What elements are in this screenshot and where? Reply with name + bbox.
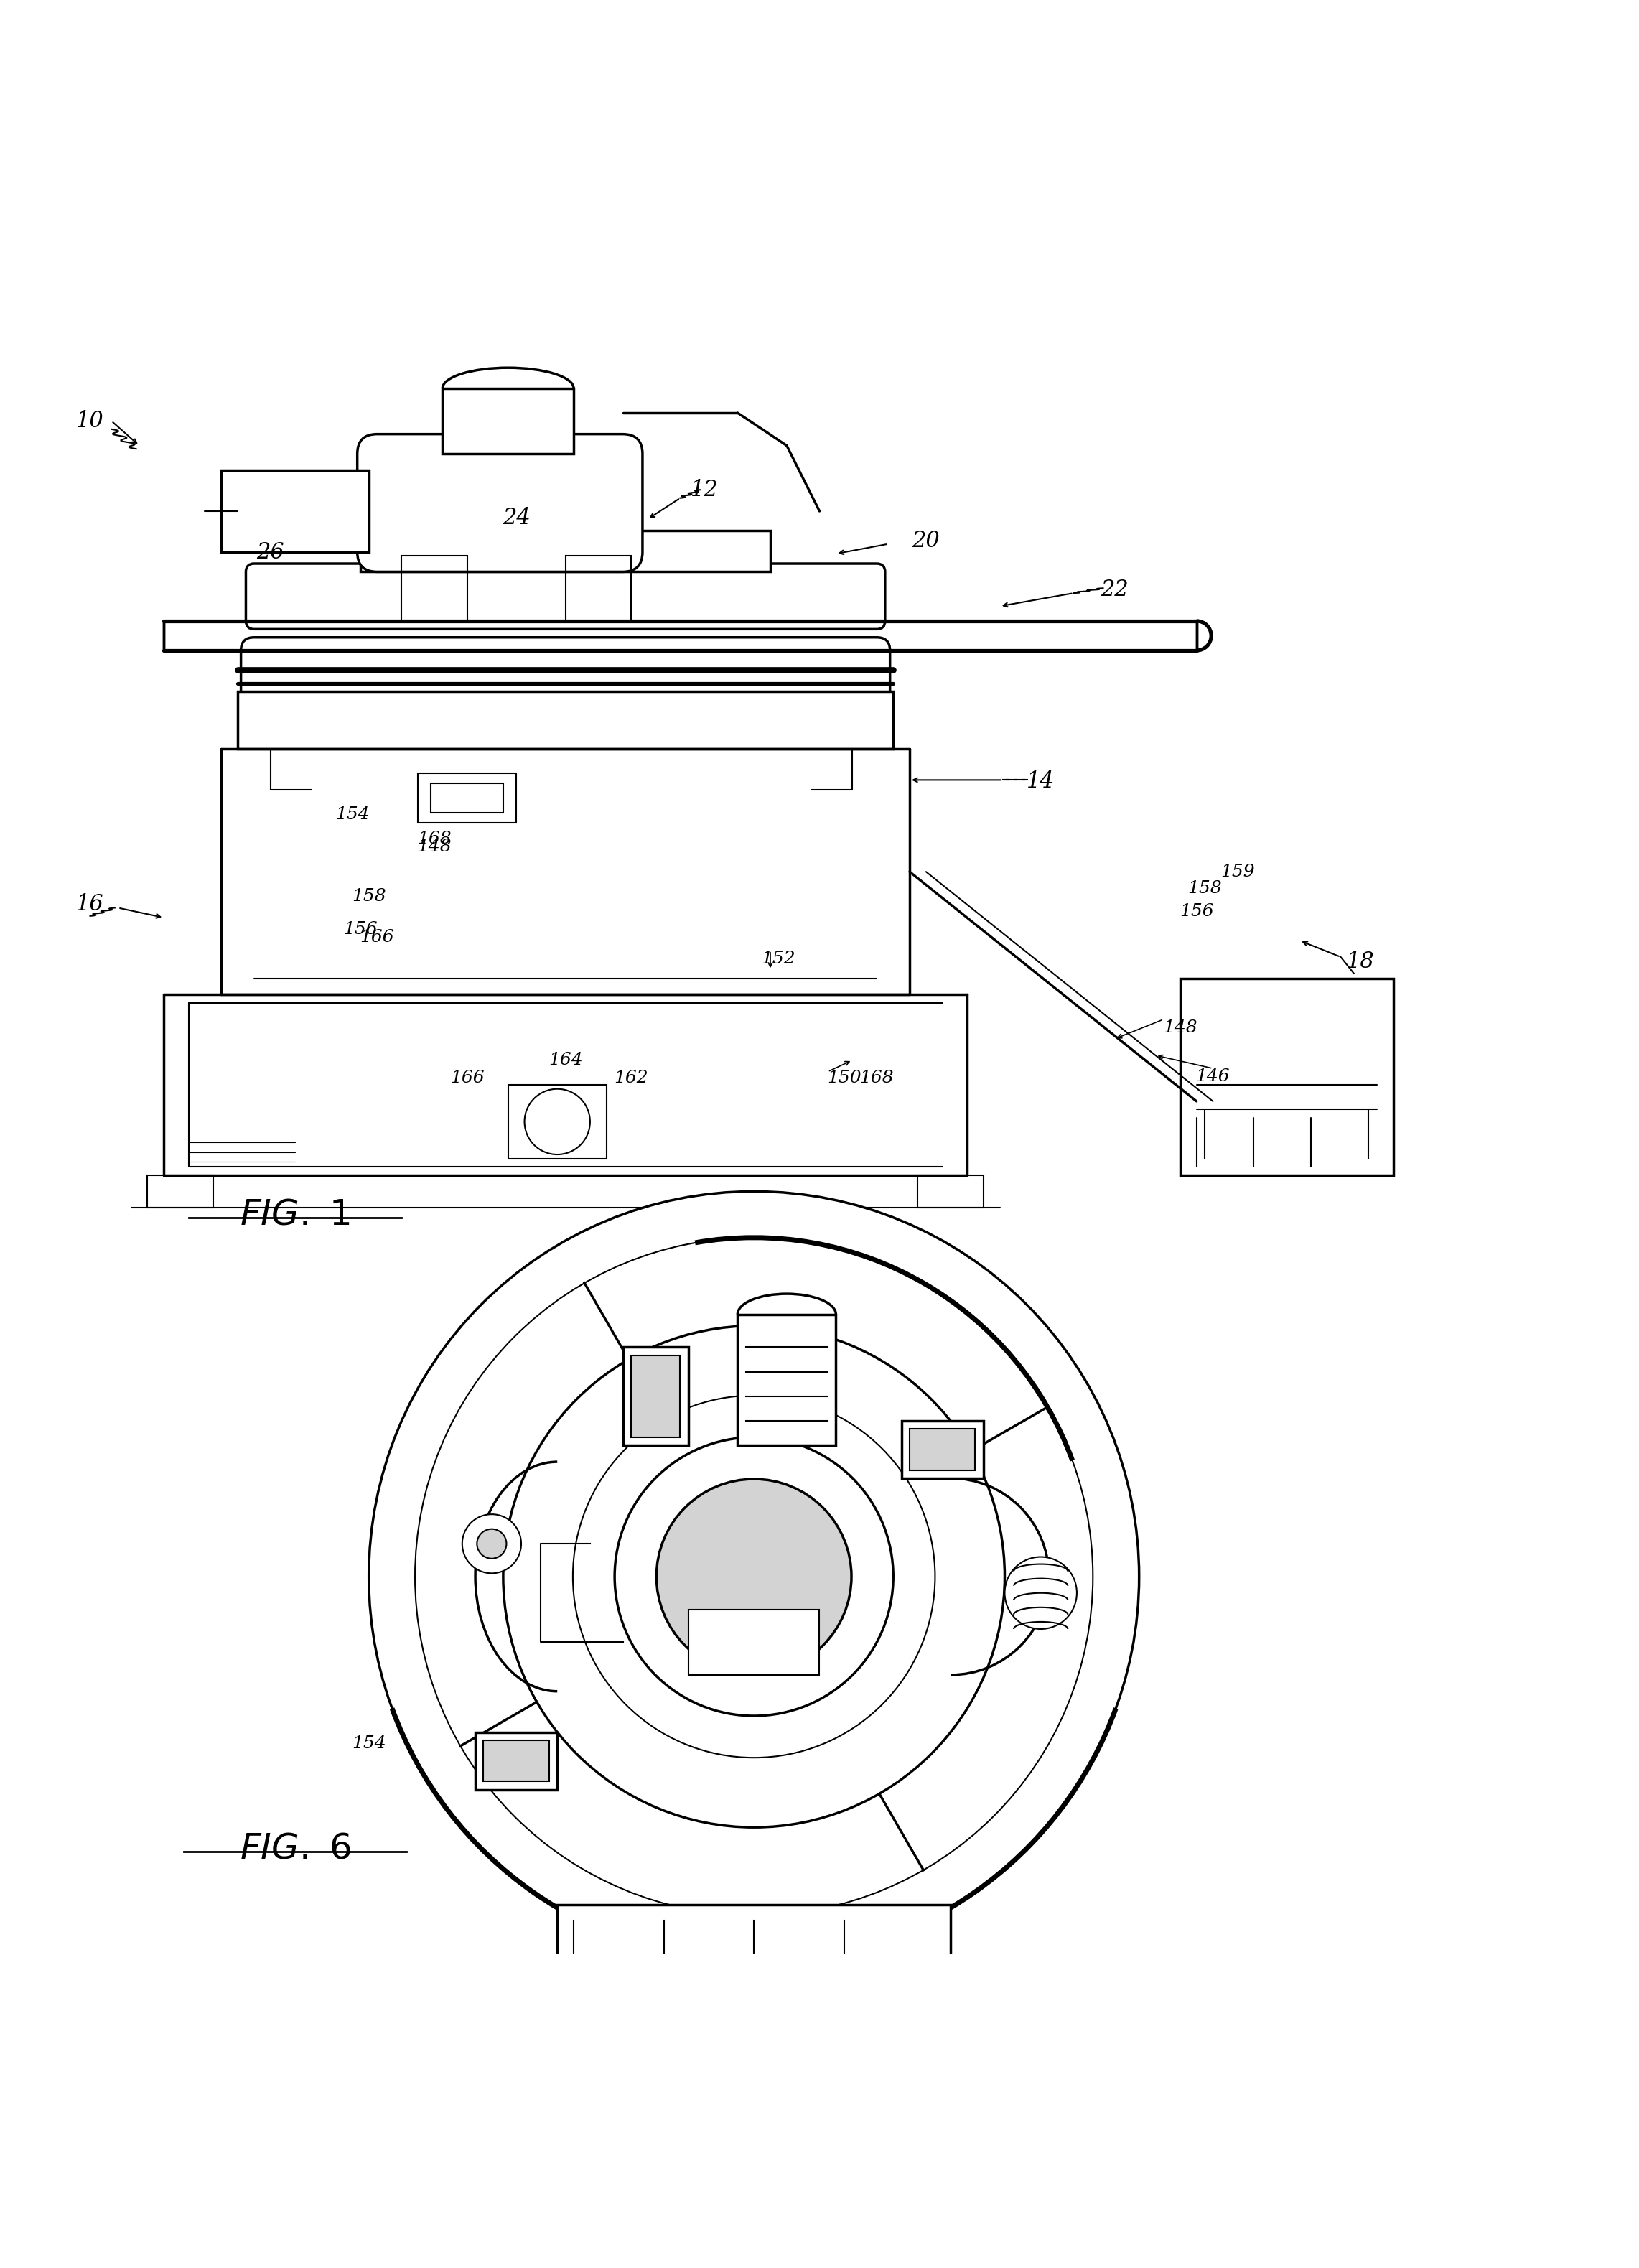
Text: 162: 162 <box>615 1070 647 1086</box>
Text: 146: 146 <box>1196 1068 1229 1084</box>
Bar <box>443 388 574 454</box>
FancyBboxPatch shape <box>357 433 642 572</box>
Text: 166: 166 <box>451 1070 484 1086</box>
Text: 156: 156 <box>1180 903 1213 919</box>
Bar <box>508 1084 606 1159</box>
Bar <box>738 1313 836 1445</box>
Text: $\mathit{FIG.\ 1}$: $\mathit{FIG.\ 1}$ <box>239 1198 351 1232</box>
Circle shape <box>615 1438 893 1717</box>
Circle shape <box>369 1191 1139 1962</box>
Text: 166: 166 <box>361 930 393 946</box>
Text: 152: 152 <box>762 950 795 966</box>
Bar <box>910 1429 975 1470</box>
Bar <box>238 692 893 748</box>
FancyBboxPatch shape <box>246 565 885 628</box>
Text: 168: 168 <box>860 1070 893 1086</box>
Text: 150: 150 <box>828 1070 860 1086</box>
Circle shape <box>656 1479 851 1674</box>
Bar <box>688 1610 820 1674</box>
Bar <box>1180 978 1393 1175</box>
Bar <box>631 1356 680 1438</box>
Text: 154: 154 <box>352 1735 385 1751</box>
Bar <box>565 556 631 621</box>
FancyBboxPatch shape <box>241 637 890 712</box>
Text: 168: 168 <box>418 830 451 848</box>
Text: 18: 18 <box>1347 950 1373 973</box>
Text: 158: 158 <box>352 889 385 905</box>
Bar <box>418 773 516 823</box>
Text: 24: 24 <box>503 506 529 528</box>
Text: 10: 10 <box>77 411 103 433</box>
Text: 164: 164 <box>549 1052 582 1068</box>
Text: 12: 12 <box>692 479 718 501</box>
Text: 20: 20 <box>913 528 939 551</box>
Bar <box>402 556 467 621</box>
Bar <box>361 531 770 572</box>
Text: 156: 156 <box>344 921 377 937</box>
Bar <box>623 1347 688 1445</box>
Text: 14: 14 <box>1028 771 1054 794</box>
Text: 148: 148 <box>418 839 451 855</box>
Text: 148: 148 <box>1164 1018 1196 1036</box>
Circle shape <box>462 1515 521 1574</box>
Bar <box>431 782 503 812</box>
Bar <box>148 1175 213 1209</box>
Bar <box>918 1175 983 1209</box>
Text: 159: 159 <box>1221 864 1254 880</box>
Bar <box>484 1740 549 1780</box>
Text: 154: 154 <box>336 805 369 823</box>
Bar <box>475 1733 557 1789</box>
Text: $\mathit{FIG.\ 6}$: $\mathit{FIG.\ 6}$ <box>239 1830 351 1867</box>
Text: 26: 26 <box>257 542 284 562</box>
Text: 158: 158 <box>1188 880 1221 896</box>
Bar <box>164 621 1196 651</box>
Text: 22: 22 <box>1101 578 1128 601</box>
Circle shape <box>1005 1556 1077 1628</box>
Circle shape <box>524 1089 590 1154</box>
Circle shape <box>477 1529 506 1558</box>
Bar <box>221 469 369 551</box>
Bar <box>557 1905 951 2034</box>
Bar <box>901 1420 983 1479</box>
Text: 16: 16 <box>77 894 103 916</box>
